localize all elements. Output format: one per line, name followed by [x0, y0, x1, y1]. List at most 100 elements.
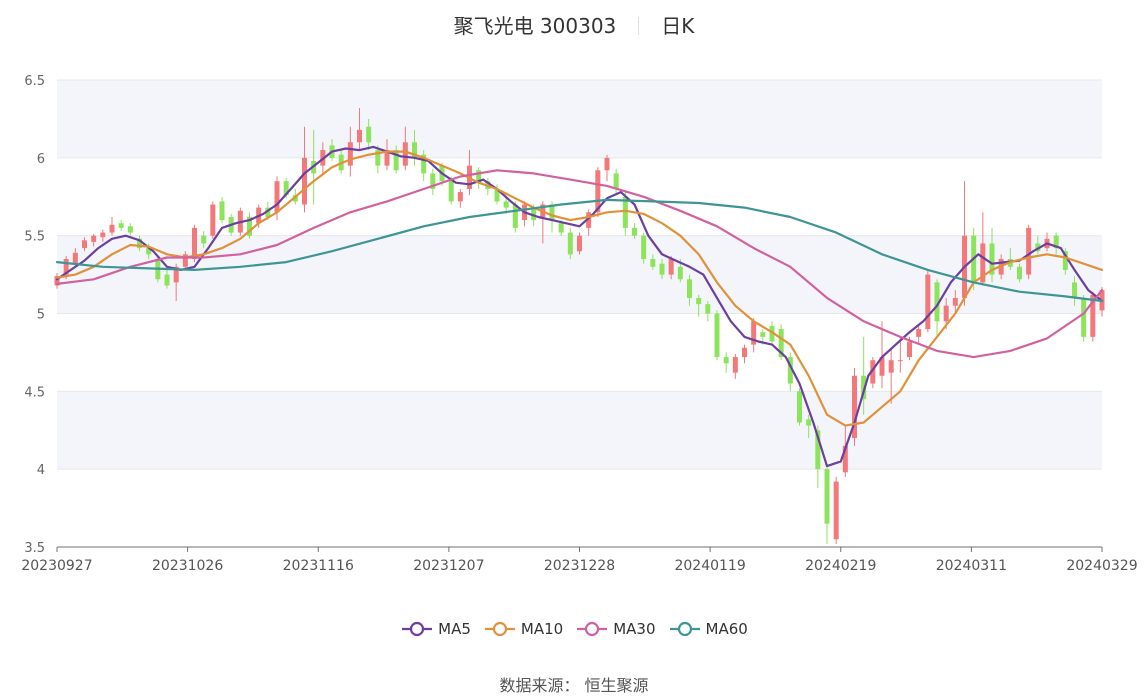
legend-line-icon — [577, 621, 608, 637]
candle-body — [1017, 266, 1022, 280]
x-tick-label: 20240311 — [936, 558, 1007, 574]
candle-body — [622, 196, 628, 228]
candle-body — [219, 201, 225, 221]
period-label: 日K — [661, 14, 695, 38]
candle-body — [989, 243, 995, 275]
candle-body — [787, 357, 793, 384]
candle-body — [430, 173, 436, 189]
candle-body — [925, 274, 931, 330]
legend-line-icon — [669, 621, 700, 637]
candle-body — [567, 232, 573, 255]
candle-body — [687, 279, 692, 298]
legend-item-ma30[interactable]: MA30 — [575, 620, 656, 638]
candle-body — [146, 248, 152, 255]
candle-body — [558, 223, 564, 233]
legend-label: MA5 — [438, 620, 471, 638]
candle-body — [448, 181, 454, 202]
candle-body — [815, 430, 821, 470]
candle-body — [952, 297, 958, 306]
stock-name: 聚飞光电 300303 — [453, 14, 617, 38]
candle-body — [100, 232, 106, 238]
chart-title: 聚飞光电 300303 日K — [0, 10, 1148, 39]
candle-body — [769, 325, 775, 342]
x-tick-label: 20231207 — [413, 558, 484, 574]
candle-body — [421, 154, 427, 174]
grid-band — [57, 391, 1102, 470]
candle-body — [586, 212, 592, 228]
candle-body — [577, 235, 582, 252]
candle-body — [164, 274, 170, 286]
y-tick-label: 5.5 — [24, 230, 45, 245]
y-tick-label: 5 — [37, 308, 45, 323]
grid-band — [57, 80, 1102, 158]
candle-body — [897, 360, 903, 362]
candle-body — [375, 150, 381, 166]
candle-body — [393, 150, 399, 171]
candle-body — [723, 357, 729, 364]
candle-body — [632, 227, 637, 236]
legend-item-ma5[interactable]: MA5 — [400, 620, 471, 638]
y-tick-label: 6.5 — [24, 74, 45, 89]
candle-body — [659, 263, 665, 275]
kline-chart: 6.5 6 5.5 5 4.5 4 3.5 20230927 20231026 20231116 2… — [21, 74, 1137, 574]
candle-body — [63, 259, 69, 275]
candle-body — [494, 188, 500, 202]
candle-body — [797, 391, 802, 423]
candle-body — [888, 360, 894, 373]
candle-body — [412, 142, 417, 158]
x-tick-label: 20231026 — [152, 558, 223, 574]
candle-body — [842, 445, 848, 473]
candle-body — [283, 181, 289, 196]
candle-body — [668, 259, 674, 275]
candle-body — [72, 252, 78, 264]
candle-body — [806, 419, 812, 426]
candle-body — [1090, 294, 1096, 337]
x-tick-label: 20240119 — [674, 558, 745, 574]
candle-body — [732, 357, 738, 373]
candle-body — [201, 235, 207, 244]
candle-body — [366, 126, 372, 143]
candle-body — [760, 332, 766, 337]
candle-body — [879, 357, 885, 376]
candle-body — [907, 341, 912, 358]
candle-body — [1062, 251, 1068, 270]
candle-body — [292, 195, 298, 202]
candle-body — [82, 240, 87, 249]
legend-label: MA60 — [705, 620, 748, 638]
candle-body — [247, 216, 252, 236]
candle-body — [384, 150, 390, 166]
legend-item-ma60[interactable]: MA60 — [668, 620, 748, 638]
candle-body — [109, 224, 115, 233]
candle-body — [347, 142, 353, 166]
candle-body — [852, 375, 857, 439]
candle-body — [595, 170, 601, 213]
y-tick-label: 6 — [37, 152, 45, 167]
candle-body — [503, 201, 509, 208]
ma-line-ma60 — [55, 198, 1104, 303]
x-tick-label: 20231116 — [283, 558, 354, 574]
candle-body — [357, 129, 362, 143]
candle-body — [457, 192, 463, 202]
candle-body — [934, 282, 940, 322]
candle-body — [714, 313, 720, 358]
y-tick-label: 3.5 — [24, 541, 45, 556]
x-tick-label: 20240329 — [1066, 558, 1137, 574]
candle-body — [833, 481, 839, 540]
candle-body — [824, 469, 830, 524]
data-source: 数据来源： 恒生聚源 — [499, 676, 649, 695]
candle-body — [173, 266, 179, 283]
candle-body — [980, 243, 986, 283]
candle-body — [641, 235, 647, 260]
candle-body — [677, 266, 683, 280]
candle-body — [1026, 227, 1032, 275]
x-tick-label: 20240219 — [805, 558, 876, 574]
legend-item-ma10[interactable]: MA10 — [483, 620, 563, 638]
legend-label: MA30 — [613, 620, 656, 638]
candle-body — [1035, 243, 1041, 252]
candle-body — [870, 360, 876, 384]
legend-line-icon — [402, 621, 433, 637]
candle-body — [604, 157, 610, 171]
candle-body — [742, 347, 747, 358]
title-divider — [638, 17, 640, 35]
candle-body — [549, 204, 555, 221]
